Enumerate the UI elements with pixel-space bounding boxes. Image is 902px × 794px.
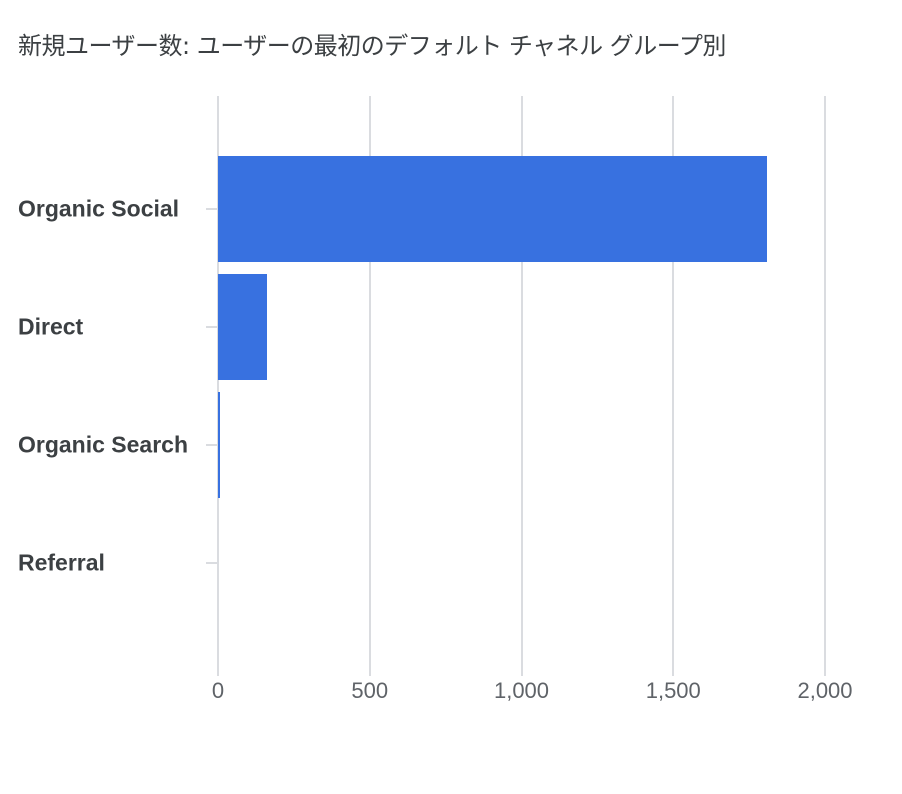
y-axis-tick — [206, 444, 218, 446]
y-axis-tick — [206, 562, 218, 564]
bar[interactable] — [218, 392, 220, 498]
x-axis-tick-label: 2,000 — [797, 678, 853, 703]
category-label: Organic Social — [18, 195, 180, 222]
gridline — [217, 96, 219, 676]
gridline — [672, 96, 675, 676]
category-label: Direct — [18, 313, 84, 340]
gridline — [368, 96, 371, 676]
x-axis-tick-label: 0 — [211, 678, 225, 703]
category-label: Referral — [18, 549, 105, 576]
x-axis-tick-label: 1,000 — [493, 678, 550, 703]
bar[interactable] — [218, 274, 267, 380]
x-axis-tick-label: 1,500 — [645, 678, 701, 703]
y-axis-tick — [206, 326, 218, 328]
chart-title: 新規ユーザー数: ユーザーの最初のデフォルト チャネル グループ別 — [18, 32, 726, 60]
gridline — [520, 96, 523, 676]
y-axis-tick — [206, 208, 218, 210]
x-axis-tick-label: 500 — [351, 678, 389, 703]
category-label: Organic Search — [18, 431, 189, 458]
bar[interactable] — [218, 156, 768, 262]
gridline — [824, 96, 826, 676]
